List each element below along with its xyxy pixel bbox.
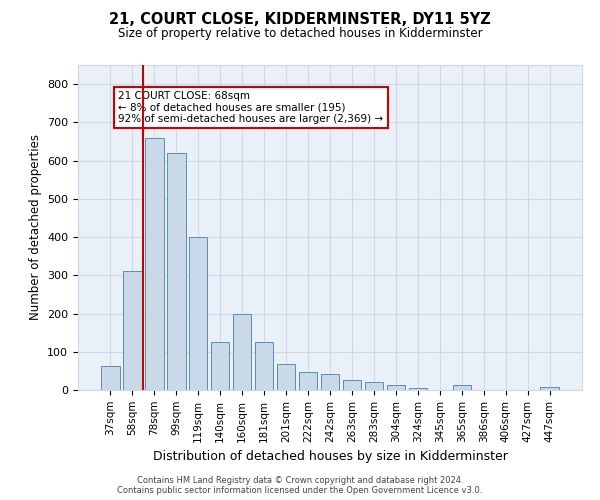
- Bar: [277, 364, 295, 390]
- Bar: [452, 386, 471, 390]
- Bar: [123, 270, 142, 390]
- Bar: [255, 342, 274, 390]
- Bar: [343, 380, 361, 390]
- Text: 21 COURT CLOSE: 68sqm
← 8% of detached houses are smaller (195)
92% of semi-deta: 21 COURT CLOSE: 68sqm ← 8% of detached h…: [118, 91, 383, 124]
- Bar: [233, 314, 251, 390]
- X-axis label: Distribution of detached houses by size in Kidderminster: Distribution of detached houses by size …: [152, 450, 508, 463]
- Bar: [167, 153, 185, 390]
- Text: Size of property relative to detached houses in Kidderminster: Size of property relative to detached ho…: [118, 28, 482, 40]
- Bar: [299, 372, 317, 390]
- Bar: [541, 387, 559, 390]
- Bar: [320, 374, 340, 390]
- Text: 21, COURT CLOSE, KIDDERMINSTER, DY11 5YZ: 21, COURT CLOSE, KIDDERMINSTER, DY11 5YZ: [109, 12, 491, 28]
- Bar: [409, 388, 427, 390]
- Y-axis label: Number of detached properties: Number of detached properties: [29, 134, 41, 320]
- Bar: [101, 366, 119, 390]
- Bar: [145, 138, 164, 390]
- Bar: [211, 342, 229, 390]
- Bar: [386, 384, 405, 390]
- Bar: [365, 382, 383, 390]
- Bar: [189, 237, 208, 390]
- Text: Contains HM Land Registry data © Crown copyright and database right 2024.
Contai: Contains HM Land Registry data © Crown c…: [118, 476, 482, 495]
